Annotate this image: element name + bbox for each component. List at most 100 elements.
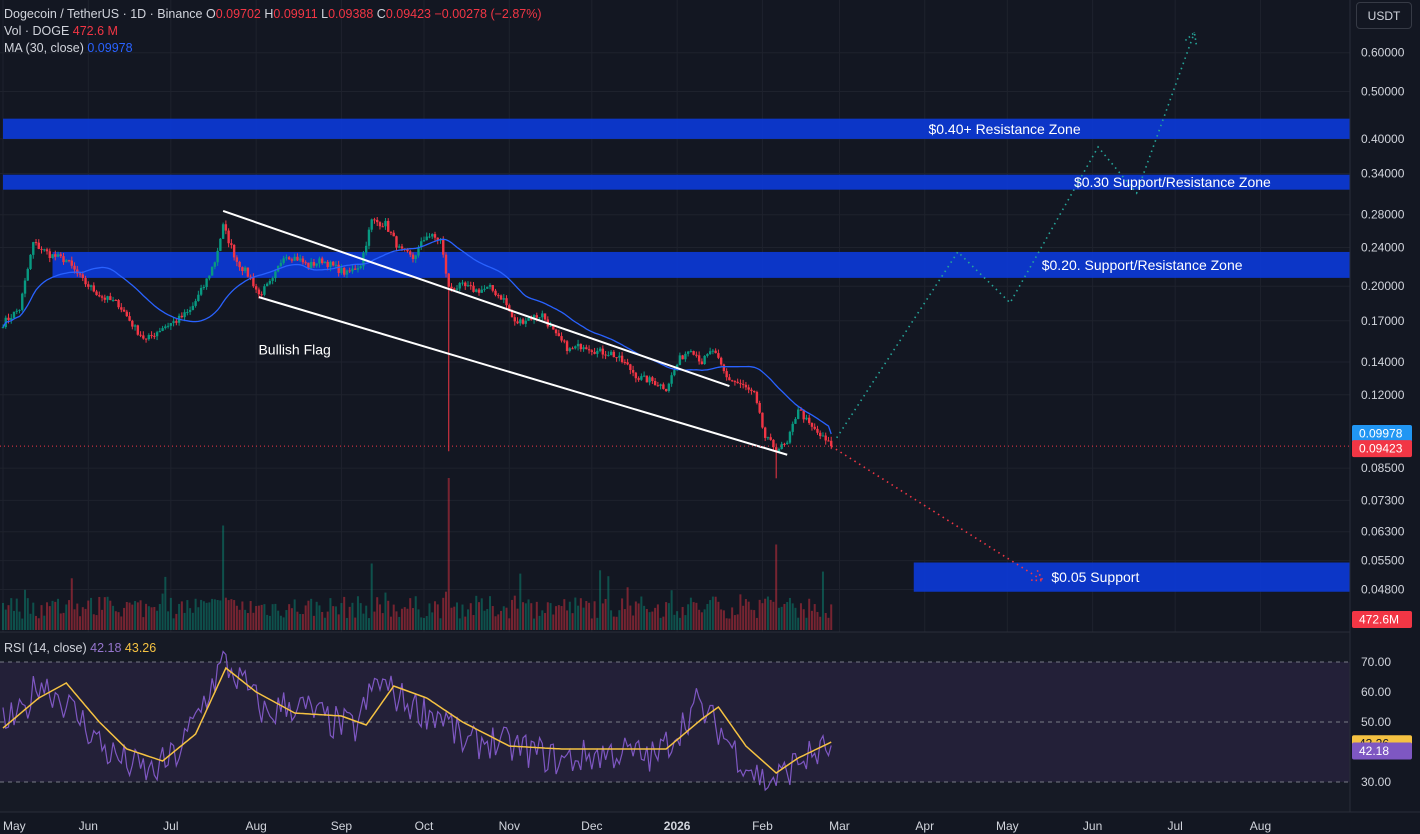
volume-bar <box>766 596 769 630</box>
candle-body <box>21 293 24 310</box>
flag-annotation: Bullish Flag <box>258 342 330 358</box>
volume-bar <box>461 604 464 630</box>
volume-bar <box>557 605 560 630</box>
volume-bar <box>293 599 296 630</box>
currency-unit-button[interactable]: USDT <box>1356 2 1412 29</box>
candle-body <box>315 263 318 266</box>
candle-body <box>202 286 206 288</box>
volume-bar <box>175 613 178 630</box>
volume-bar <box>142 617 145 630</box>
volume-bar <box>249 601 252 630</box>
volume-bar <box>753 610 756 630</box>
volume-bar <box>244 609 247 630</box>
candle-body <box>221 224 225 239</box>
change-value: −0.00278 (−2.87%) <box>434 7 542 21</box>
volume-bar <box>431 612 434 630</box>
volume-bar <box>312 615 315 630</box>
volume-bar <box>68 600 71 630</box>
candle-body <box>384 220 387 227</box>
volume-bar <box>733 615 736 630</box>
candle-body <box>615 357 618 359</box>
volume-bar <box>343 596 346 630</box>
candle-body <box>398 246 401 248</box>
candle-body <box>219 238 222 251</box>
volume-bar <box>813 604 816 630</box>
candle-body <box>458 283 461 289</box>
volume-bar <box>442 597 445 630</box>
candle-body <box>298 258 302 261</box>
candle-body <box>697 355 701 362</box>
candle-body <box>161 328 164 331</box>
candle-body <box>26 268 29 281</box>
candle-body <box>62 256 65 263</box>
candle-body <box>172 321 175 324</box>
volume-bar <box>417 609 420 630</box>
volume-bar <box>125 601 128 630</box>
candle-body <box>153 335 156 337</box>
time-tick-label: Jun <box>1083 819 1102 833</box>
volume-bar <box>651 611 654 630</box>
volume-bar <box>623 609 626 630</box>
zone-label: $0.05 Support <box>1051 569 1139 585</box>
candle-body <box>194 301 197 306</box>
candle-body <box>73 265 76 270</box>
price-tick-label: 0.24000 <box>1361 240 1405 254</box>
rsi-ma-value: 43.26 <box>124 641 157 655</box>
volume-bar <box>409 598 412 630</box>
candle-body <box>365 245 368 253</box>
zone-band <box>52 251 1351 278</box>
volume-bar <box>299 613 302 630</box>
volume-bar <box>780 606 783 630</box>
candle-body <box>103 297 107 300</box>
time-tick-label: Jul <box>163 819 178 833</box>
candle-body <box>208 275 211 279</box>
volume-bar <box>235 605 238 630</box>
volume-bar <box>37 618 40 630</box>
candle-body <box>791 423 794 432</box>
volume-bar <box>202 601 205 630</box>
projection-down-path <box>830 445 1044 582</box>
volume-bar <box>722 610 725 630</box>
time-tick-label: 2026 <box>664 819 691 833</box>
rsi-value: 42.18 <box>90 641 122 655</box>
volume-bar <box>321 611 324 630</box>
volume-bar <box>29 613 32 630</box>
volume-bar <box>114 611 117 630</box>
candle-body <box>799 409 803 411</box>
volume-bar <box>76 603 79 630</box>
volume-bar <box>128 602 131 630</box>
volume-bar <box>656 604 659 630</box>
candle-body <box>626 362 629 365</box>
candle-body <box>122 309 126 312</box>
volume-bar <box>577 605 580 630</box>
candle-body <box>475 289 478 292</box>
candle-body <box>268 280 272 284</box>
volume-bar <box>211 598 214 630</box>
volume-bar <box>692 602 695 630</box>
candle-body <box>246 267 250 277</box>
volume-bar <box>65 604 68 630</box>
volume-bar <box>467 609 470 630</box>
candle-body <box>821 435 825 437</box>
candle-body <box>444 254 448 274</box>
volume-bar <box>643 605 646 630</box>
candle-body <box>238 261 241 268</box>
candle-body <box>450 286 453 289</box>
candle-body <box>425 236 428 241</box>
candle-body <box>400 246 404 249</box>
volume-bar <box>546 602 549 630</box>
candle-body <box>312 261 316 266</box>
time-tick-label: Jul <box>1167 819 1182 833</box>
candle-body <box>552 325 555 330</box>
candle-body <box>486 286 489 289</box>
volume-bar <box>698 609 701 630</box>
volume-bar <box>252 612 255 630</box>
volume-bar <box>464 616 467 630</box>
volume-bar <box>827 617 830 630</box>
candle-body <box>32 242 35 255</box>
volume-bar <box>161 593 164 630</box>
candle-body <box>254 286 258 290</box>
time-tick-label: Apr <box>915 819 934 833</box>
volume-bar <box>750 609 753 630</box>
